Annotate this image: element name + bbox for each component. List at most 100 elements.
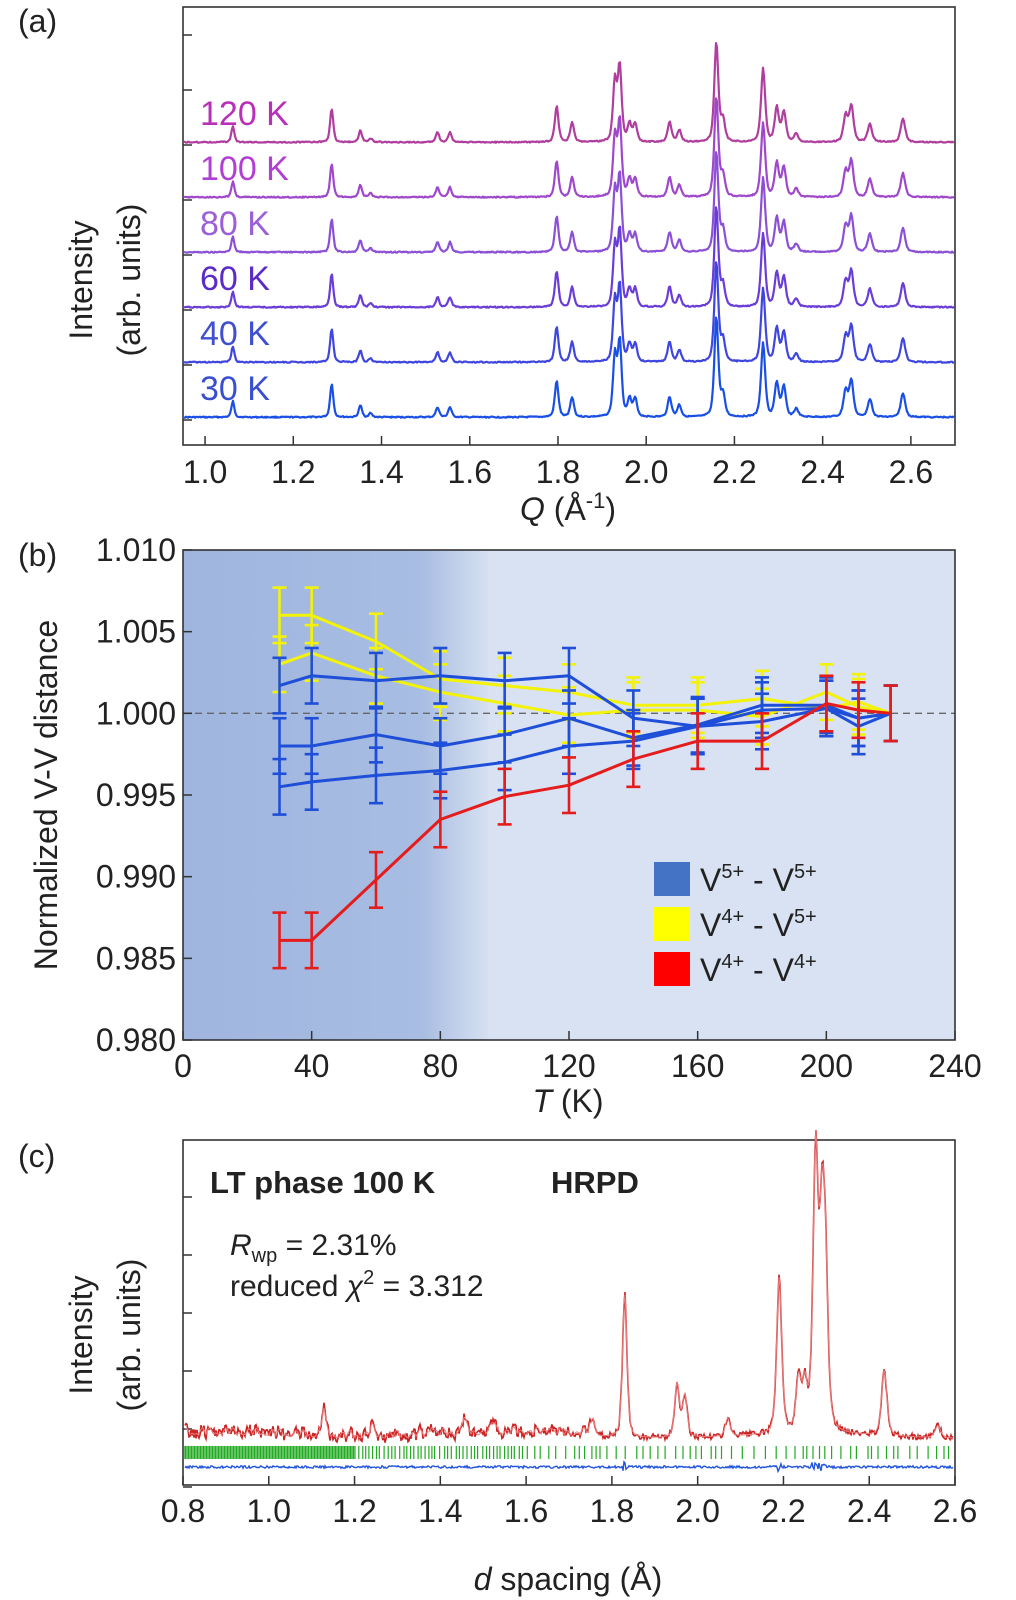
- panel-c-ylabel: Intensity (arb. units): [63, 1259, 147, 1412]
- panel-b-xlabel-italic: T: [532, 1083, 554, 1119]
- panel-b: (b) 0.9800.9850.9900.9951.0001.0051.010 …: [18, 532, 982, 1119]
- panel-b-legend-swatch: [654, 862, 690, 896]
- panel-a-frame: [182, 6, 956, 446]
- panel-c-x-tick-label: 1.0: [247, 1493, 291, 1529]
- panel-c-title-right: HRPD: [551, 1165, 639, 1200]
- panel-a-y-ticks: [183, 34, 192, 421]
- panel-c-difference: [184, 1460, 954, 1474]
- panel-b-xlabel: T (K): [532, 1083, 603, 1119]
- panel-a-label: (a): [18, 3, 57, 39]
- panel-b-ylabel-wrap: Normalized V-V distance: [28, 620, 64, 970]
- panel-a-series-line: [183, 206, 955, 309]
- panel-a-ylabel: Intensity (arb. units): [63, 204, 147, 357]
- panel-c-ylabel-line2: (arb. units): [111, 1259, 147, 1412]
- panel-a-series-line: [183, 42, 955, 144]
- panel-b-x-tick-label: 40: [294, 1048, 330, 1084]
- panel-a-series-label: 100 K: [200, 150, 289, 188]
- panel-c-chi-value: = 3.312: [374, 1270, 483, 1303]
- panel-c-x-tick-label: 2.4: [847, 1493, 891, 1529]
- panel-b-x-tick-label: 120: [542, 1048, 595, 1084]
- panel-a-xlabel-close: ): [605, 491, 616, 527]
- panel-b-y-tick-label: 1.000: [96, 695, 176, 731]
- panel-b-legend-item: V4+ - V5+: [654, 906, 817, 943]
- panel-b-x-tick-label: 80: [423, 1048, 459, 1084]
- panel-a-xlabel-rest: (Å: [545, 491, 587, 527]
- panel-c-ylabel-line1: Intensity: [63, 1275, 99, 1394]
- panel-a: (a) Intensity (arb. units) 1.0 1.2 1.4 1.6 1…: [18, 3, 956, 527]
- panel-a-series-label: 30 K: [200, 370, 270, 408]
- panel-a-x-tick-label: 1.4: [359, 454, 403, 490]
- panel-c-chi-symbol: χ: [344, 1270, 364, 1303]
- panel-c-rwp-value: = 2.31%: [277, 1229, 396, 1262]
- panel-a-x-tick-label: 2.2: [712, 454, 756, 490]
- panel-b-label: (b): [18, 537, 57, 573]
- panel-a-series-label: 120 K: [200, 95, 289, 133]
- panel-c-data: [183, 1130, 954, 1474]
- panel-b-xlabel-rest: (K): [552, 1083, 604, 1119]
- panel-c-x-tick-label: 2.6: [933, 1493, 977, 1529]
- panel-c-reflection-tick-marks: [183, 1446, 950, 1459]
- panel-a-series-label: 80 K: [200, 205, 270, 243]
- panel-b-x-ticks: 0 40 80 120 160 200 240: [174, 1031, 982, 1084]
- panel-c-x-tick-label: 1.2: [332, 1493, 376, 1529]
- panel-a-x-ticks: 1.0 1.2 1.4 1.6 1.8 2.0 2.2 2.4 2.6: [183, 436, 933, 490]
- panel-b-legend-item: V5+ - V5+: [654, 861, 817, 898]
- panel-c-rwp-sub: wp: [251, 1245, 278, 1267]
- panel-a-series-line: [183, 261, 955, 364]
- panel-c-xlabel-rest: spacing (Å): [492, 1561, 663, 1597]
- panel-a-xlabel-italic: Q: [520, 491, 545, 527]
- panel-b-legend-swatch: [654, 952, 690, 986]
- panel-c-chi-sup: 2: [363, 1267, 374, 1289]
- panel-c-y-ticks: [183, 1196, 192, 1488]
- panel-b-y-tick-label: 1.005: [96, 614, 176, 650]
- panel-a-x-tick-label: 1.8: [536, 454, 580, 490]
- panel-c-rwp-symbol: R: [230, 1229, 252, 1262]
- panel-c-label: (c): [18, 1138, 55, 1174]
- panel-a-x-tick-label: 1.6: [448, 454, 492, 490]
- panel-c-x-tick-label: 1.6: [504, 1493, 548, 1529]
- panel-b-legend-label: V5+ - V5+: [700, 861, 817, 898]
- panel-c-xlabel: d spacing (Å): [474, 1561, 663, 1597]
- panel-b-legend-swatch: [654, 907, 690, 941]
- panel-c-x-tick-label: 1.4: [418, 1493, 462, 1529]
- panel-c-x-tick-label: 2.0: [675, 1493, 719, 1529]
- panel-a-x-tick-label: 1.2: [271, 454, 315, 490]
- panel-a-x-tick-label: 1.0: [183, 454, 227, 490]
- panel-b-x-tick-label: 200: [800, 1048, 853, 1084]
- panel-a-xlabel-sup: -1: [586, 488, 606, 513]
- panel-b-legend-label: V4+ - V5+: [700, 906, 817, 943]
- panel-a-series-line: [183, 316, 955, 419]
- panel-c-reflection-ticks: [183, 1446, 950, 1459]
- panel-a-xlabel: Q (Å-1): [520, 488, 616, 527]
- panel-b-x-tick-label: 0: [174, 1048, 192, 1084]
- panel-c-title-left: LT phase 100 K: [210, 1165, 436, 1200]
- panel-a-x-tick-label: 2.0: [624, 454, 668, 490]
- panel-b-x-tick-label: 240: [928, 1048, 981, 1084]
- panel-a-x-tick-label: 2.6: [889, 454, 933, 490]
- panel-c-rwp: Rwp = 2.31%: [230, 1229, 397, 1267]
- panel-c-x-tick-label: 0.8: [161, 1493, 205, 1529]
- panel-b-legend-item: V4+ - V4+: [654, 951, 817, 988]
- panel-c-x-tick-label: 1.8: [590, 1493, 634, 1529]
- panel-a-ylabel-line1: Intensity: [63, 220, 99, 339]
- panel-b-y-ticks: 0.980 0.985 0.990 0.995 1.000 1.005 1.010: [96, 532, 192, 1058]
- panel-a-series-labels: 30 K 40 K 60 K 80 K 100 K 120 K: [200, 95, 289, 408]
- panel-c: (c) Intensity (arb. units) 0.8 1.0 1.2 1.4 1…: [18, 1130, 977, 1597]
- panel-b-y-tick-label: 1.010: [96, 532, 176, 568]
- panel-c-chi: reduced χ2 = 3.312: [230, 1267, 484, 1303]
- panel-b-error-bar: [272, 757, 287, 816]
- panel-c-xlabel-italic: d: [474, 1561, 493, 1597]
- panel-b-legend: V5+ - V5+ V4+ - V5+ V4+ - V4+: [654, 861, 817, 988]
- panel-b-y-tick-label: 0.995: [96, 777, 176, 813]
- panel-b-y-tick-label: 0.990: [96, 859, 176, 895]
- panel-a-series-label: 40 K: [200, 315, 270, 353]
- panel-a-ylabel-line2: (arb. units): [111, 204, 147, 357]
- panel-b-series-line: [279, 702, 891, 942]
- panel-b-y-tick-label: 0.980: [96, 1022, 176, 1058]
- panel-b-y-tick-label: 0.985: [96, 940, 176, 976]
- panel-b-series-line: [279, 706, 891, 789]
- panel-c-x-tick-label: 2.2: [761, 1493, 805, 1529]
- panel-a-series-line: [183, 97, 955, 199]
- panel-c-x-ticks: 0.8 1.0 1.2 1.4 1.6 1.8 2.0 2.2 2.4 2.6: [161, 1476, 977, 1529]
- panel-a-x-tick-label: 2.4: [800, 454, 844, 490]
